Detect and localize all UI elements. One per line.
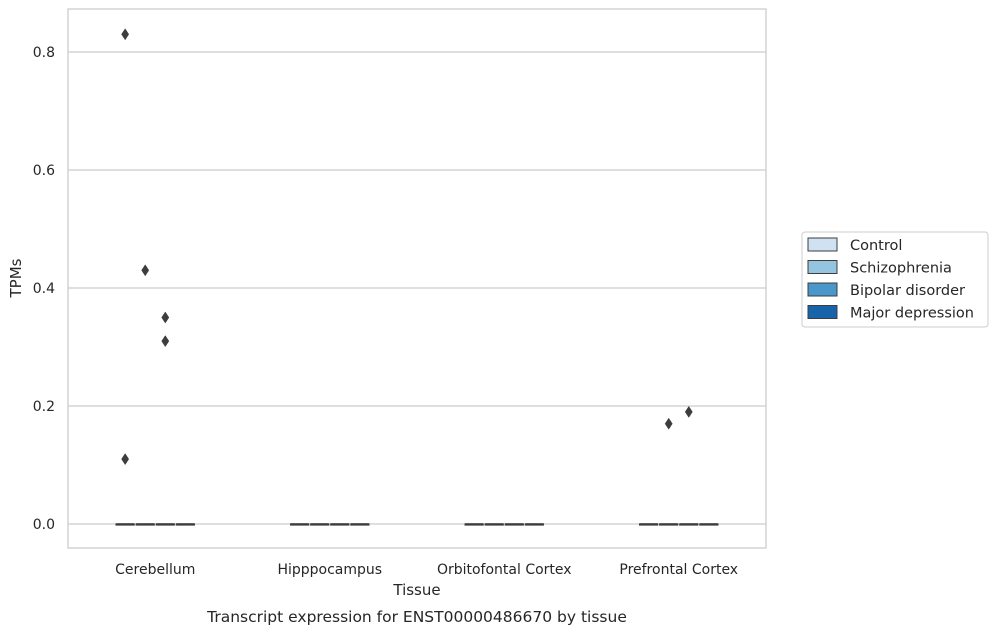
x-tick-label: Cerebellum xyxy=(115,562,195,578)
legend-swatch xyxy=(807,260,838,274)
outlier-point xyxy=(161,335,170,348)
y-tick-label: 0.8 xyxy=(33,45,55,61)
legend-label: Bipolar disorder xyxy=(850,283,965,299)
x-tick-label: Prefrontal Cortex xyxy=(619,562,738,578)
legend: Control Schizophrenia Bipolar disorder Majo… xyxy=(801,231,989,328)
legend-label: Schizophrenia xyxy=(850,261,952,277)
x-tick-label: Hipppocampus xyxy=(277,562,382,578)
outlier-points xyxy=(121,28,693,466)
legend-label: Major depression xyxy=(850,306,974,322)
x-tick-label: Orbitofontal Cortex xyxy=(437,562,572,578)
legend-frame xyxy=(801,231,989,328)
figure-caption: Transcript expression for ENST0000048667… xyxy=(206,608,627,626)
y-tick-labels: 0.0 0.2 0.4 0.6 0.8 xyxy=(33,45,55,533)
legend-label: Control xyxy=(850,238,902,254)
plot-frame xyxy=(67,8,767,549)
outlier-point xyxy=(141,264,150,277)
outlier-point xyxy=(121,28,130,41)
y-axis-label: TPMs xyxy=(7,258,25,298)
grid-lines xyxy=(68,51,766,525)
y-tick-label: 0.4 xyxy=(33,281,55,297)
y-tick-label: 0.2 xyxy=(33,399,55,415)
legend-swatch xyxy=(807,237,838,252)
outlier-point xyxy=(121,453,130,466)
x-tick-labels: Cerebellum Hipppocampus Orbitofontal Corte… xyxy=(115,562,738,578)
y-tick-label: 0.6 xyxy=(33,163,55,179)
x-axis-label: Tissue xyxy=(392,581,440,599)
y-tick-label: 0.0 xyxy=(33,517,55,533)
legend-swatch xyxy=(807,282,838,297)
outlier-point xyxy=(161,311,170,324)
legend-swatch xyxy=(807,305,838,319)
outlier-point xyxy=(684,405,693,418)
outlier-point xyxy=(664,417,673,430)
boxes xyxy=(115,523,719,526)
